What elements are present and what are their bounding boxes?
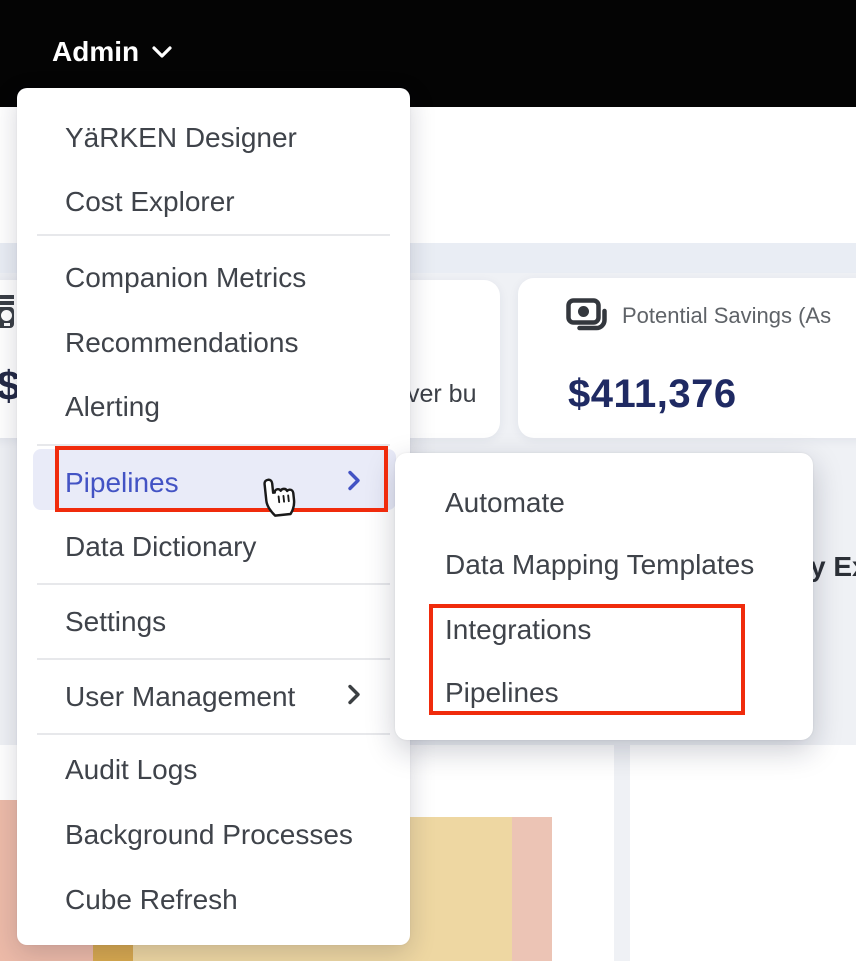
potential-savings-value: $411,376 — [568, 372, 737, 416]
potential-savings-label: Potential Savings (As — [622, 303, 832, 328]
admin-menu-label: Admin — [52, 36, 140, 67]
annotation-box-integrations-pipelines — [429, 604, 745, 715]
admin-dropdown-menu: YäRKEN Designer Cost Explorer Companion … — [17, 88, 410, 945]
submenu-item-integrations[interactable]: Integrations — [445, 614, 592, 645]
hand-cursor-icon — [253, 468, 304, 528]
menu-item-companion-metrics[interactable]: Companion Metrics — [65, 262, 307, 293]
lightbulb-icon-bulb — [1, 310, 12, 321]
kpi-text-fragment: ver bu — [407, 380, 477, 408]
admin-menu-button[interactable]: Admin — [52, 36, 173, 68]
menu-divider — [37, 658, 390, 660]
lightbulb-icon-base — [4, 323, 10, 326]
menu-item-background-processes[interactable]: Background Processes — [65, 819, 353, 850]
submenu-item-pipelines[interactable]: Pipelines — [445, 677, 559, 708]
pipelines-submenu: Automate Data Mapping Templates Integrat… — [395, 453, 813, 740]
menu-divider — [37, 444, 390, 446]
chevron-right-icon — [347, 684, 361, 711]
menu-item-user-management[interactable]: User Management — [65, 681, 296, 712]
menu-item-pipelines-highlight — [33, 449, 396, 510]
menu-item-recommendations[interactable]: Recommendations — [65, 327, 299, 358]
lightbulb-icon-ray — [0, 295, 14, 299]
menu-divider — [37, 733, 390, 735]
menu-item-audit-logs[interactable]: Audit Logs — [65, 754, 198, 785]
cash-stack-icon — [566, 298, 607, 331]
menu-item-cube-refresh[interactable]: Cube Refresh — [65, 884, 238, 915]
menu-item-data-dictionary[interactable]: Data Dictionary — [65, 531, 257, 562]
menu-item-alerting[interactable]: Alerting — [65, 391, 160, 422]
submenu-item-automate[interactable]: Automate — [445, 487, 565, 518]
kpi-value-fragment: $ — [0, 362, 21, 409]
submenu-item-data-mapping-templates[interactable]: Data Mapping Templates — [445, 549, 755, 580]
menu-divider — [37, 583, 390, 585]
menu-item-cost-explorer[interactable]: Cost Explorer — [65, 186, 235, 217]
menu-item-yarken-designer[interactable]: YäRKEN Designer — [65, 122, 297, 153]
page-heading-fragment: y Ex — [810, 551, 856, 582]
chart-card-right — [630, 745, 856, 961]
potential-savings-card — [518, 278, 856, 438]
menu-item-pipelines[interactable]: Pipelines — [65, 467, 179, 498]
menu-divider — [37, 234, 390, 236]
lightbulb-icon-ray — [0, 301, 14, 305]
chart-bar-salmon-2 — [512, 817, 552, 961]
chevron-down-icon — [152, 46, 172, 58]
potential-savings-header: Potential Savings (As — [566, 298, 831, 334]
chevron-right-icon — [347, 470, 361, 497]
annotation-box-pipelines — [55, 446, 388, 512]
menu-item-settings[interactable]: Settings — [65, 606, 167, 637]
